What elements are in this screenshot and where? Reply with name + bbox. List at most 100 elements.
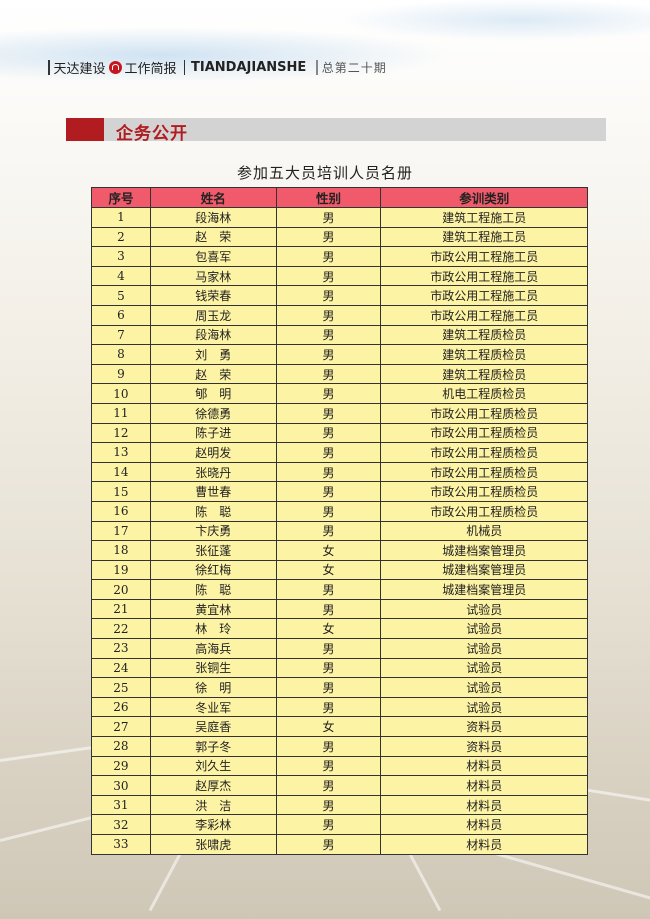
cell-category: 建筑工程施工员 [380,207,588,228]
cell-name: 赵 荣 [149,226,277,248]
cell-category: 城建档案管理员 [380,540,588,561]
cell-index: 3 [91,246,151,267]
cell-category: 材料员 [380,814,588,835]
cell-gender: 男 [275,834,382,855]
cell-index: 22 [91,618,151,640]
table-row: 6 周玉龙男市政公用工程施工员 [91,304,588,326]
cell-gender: 男 [275,696,382,718]
table-row: 20 陈 聪男城建档案管理员 [91,579,588,600]
table-row: 10 郇 明男机电工程质检员 [91,383,588,404]
cell-category: 市政公用工程质检员 [380,500,588,522]
cell-gender: 女 [275,559,382,581]
cell-index: 24 [91,657,151,679]
cell-index: 19 [91,559,151,581]
cell-index: 30 [91,775,151,796]
table-row: 22 林 玲女试验员 [91,618,588,640]
cell-index: 31 [91,794,151,816]
cell-index: 9 [91,363,151,385]
cell-category: 材料员 [380,834,588,855]
cell-gender: 男 [275,363,382,385]
cell-name: 周玉龙 [149,304,277,326]
cell-category: 试验员 [380,638,588,659]
cell-gender: 男 [275,677,382,698]
table-row: 28 郭子冬男资料员 [91,736,588,757]
table-row: 18 张征蓬女城建档案管理员 [91,540,588,561]
cell-gender: 男 [275,207,382,228]
cell-category: 城建档案管理员 [380,579,588,600]
cell-gender: 男 [275,481,382,502]
cell-name: 黄宜林 [149,598,277,620]
cell-index: 4 [91,265,151,287]
cell-gender: 女 [275,618,382,640]
table-row: 7 段海林男建筑工程质检员 [91,324,588,346]
header-wave-decoration [0,0,650,80]
cell-gender: 男 [275,442,382,463]
cell-category: 市政公用工程施工员 [380,304,588,326]
cell-category: 市政公用工程质检员 [380,402,588,424]
cell-gender: 男 [275,755,382,777]
section-marker [66,118,104,141]
cell-category: 材料员 [380,775,588,796]
cell-name: 张铜生 [149,657,277,679]
table-row: 29 刘久生男材料员 [91,755,588,777]
cell-name: 包喜军 [149,246,277,267]
cell-category: 试验员 [380,657,588,679]
cell-category: 市政公用工程质检员 [380,461,588,483]
cell-category: 试验员 [380,677,588,698]
cell-index: 14 [91,461,151,483]
column-header-category: 参训类别 [380,187,588,208]
issue-number: 总第二十期 [321,61,387,75]
column-header-gender: 性别 [275,187,382,208]
table-row: 21 黄宜林男试验员 [91,598,588,620]
document-title: 参加五大员培训人员名册 [236,164,413,182]
cell-index: 15 [91,481,151,502]
table-row: 5 钱荣春男市政公用工程施工员 [91,285,588,306]
cell-index: 12 [91,422,151,444]
cell-name: 张征蓬 [149,540,277,561]
cell-gender: 男 [275,402,382,424]
cell-category: 市政公用工程施工员 [380,285,588,306]
cell-gender: 女 [275,540,382,561]
table-row: 11 徐德勇男市政公用工程质检员 [91,402,588,424]
section-banner: 企务公开 [66,118,606,144]
cell-gender: 女 [275,716,382,738]
cell-name: 赵明发 [149,442,277,463]
cell-gender: 男 [275,579,382,600]
cell-name: 卞庆勇 [149,520,277,542]
cell-category: 建筑工程质检员 [380,344,588,365]
cell-name: 段海林 [149,324,277,346]
cell-index: 7 [91,324,151,346]
table-row: 15 曹世春男市政公用工程质检员 [91,481,588,502]
cell-category: 机械员 [380,520,588,542]
cell-gender: 男 [275,265,382,287]
cell-index: 28 [91,736,151,757]
cell-category: 试验员 [380,696,588,718]
cell-name: 钱荣春 [149,285,277,306]
table-row: 25 徐 明男试验员 [91,677,588,698]
cell-gender: 男 [275,461,382,483]
column-header-index: 序号 [91,187,151,208]
cell-name: 刘久生 [149,755,277,777]
table-row: 33 张啸虎男材料员 [91,834,588,855]
company-logo-icon [108,61,122,74]
table-row: 3 包喜军男市政公用工程施工员 [91,246,588,267]
cell-gender: 男 [275,794,382,816]
cell-gender: 男 [275,383,382,404]
cell-gender: 男 [275,304,382,326]
table-row: 12 陈子进男市政公用工程质检员 [91,422,588,444]
cell-gender: 男 [275,598,382,620]
cell-name: 段海林 [149,207,277,228]
cell-index: 11 [91,402,151,424]
cell-name: 赵 荣 [149,363,277,385]
cell-index: 2 [91,226,151,248]
cell-index: 5 [91,285,151,306]
column-header-name: 姓名 [149,187,277,208]
table-row: 24 张铜生男试验员 [91,657,588,679]
divider [48,60,50,75]
cell-category: 市政公用工程质检员 [380,481,588,502]
cell-name: 陈子进 [149,422,277,444]
cell-category: 材料员 [380,755,588,777]
cell-category: 试验员 [380,618,588,640]
